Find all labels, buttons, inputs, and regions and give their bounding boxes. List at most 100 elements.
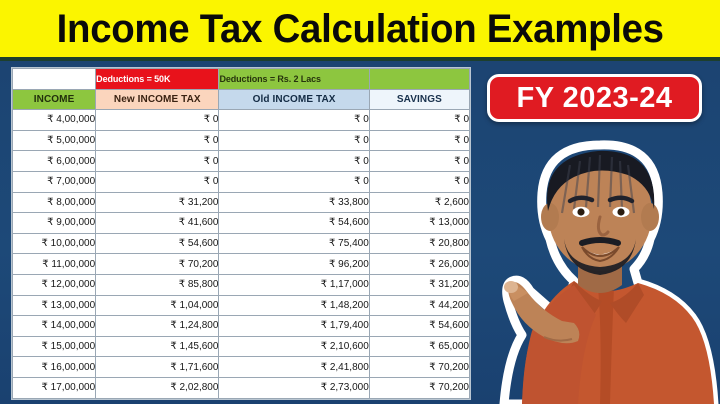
cell-savings: ₹ 0: [368, 170, 471, 193]
ear-left: [541, 203, 559, 231]
deductions-blank-cell: [11, 68, 97, 90]
deductions-new-regime-label: Deductions = 50K: [95, 68, 220, 90]
cell-old-tax: ₹ 1,79,400: [218, 315, 370, 337]
table-row: ₹ 4,00,000 ₹ 0 ₹ 0 ₹ 0: [11, 109, 471, 131]
table-row: ₹ 5,00,000 ₹ 0 ₹ 0 ₹ 0: [11, 129, 471, 152]
cell-old-tax: ₹ 0: [218, 129, 370, 152]
cell-income: ₹ 10,00,000: [11, 232, 97, 255]
page-title: Income Tax Calculation Examples: [56, 6, 664, 51]
hand: [508, 282, 580, 344]
presenter-illustration: [499, 140, 719, 404]
table-row: ₹ 15,00,000 ₹ 1,45,600 ₹ 2,10,600 ₹ 65,0…: [11, 335, 471, 358]
cell-income: ₹ 8,00,000: [11, 191, 97, 214]
cell-old-tax: ₹ 1,17,000: [218, 273, 370, 296]
cell-income: ₹ 7,00,000: [11, 170, 97, 193]
cell-new-tax: ₹ 0: [95, 129, 220, 152]
cell-new-tax: ₹ 41,600: [95, 212, 220, 234]
cell-new-tax: ₹ 54,600: [95, 232, 220, 255]
shirt-collar-right: [610, 283, 644, 323]
cell-income: ₹ 13,00,000: [11, 294, 97, 317]
deductions-old-regime-label: Deductions = Rs. 2 Lacs: [218, 68, 370, 90]
title-banner: Income Tax Calculation Examples: [0, 0, 720, 57]
cell-savings: ₹ 44,200: [368, 294, 471, 317]
arm-sleeve: [522, 285, 596, 404]
cell-income: ₹ 6,00,000: [11, 150, 97, 172]
cell-new-tax: ₹ 1,24,800: [95, 315, 220, 337]
beard: [564, 239, 636, 275]
table-row: ₹ 10,00,000 ₹ 54,600 ₹ 75,400 ₹ 20,800: [11, 232, 471, 255]
cell-income: ₹ 14,00,000: [11, 315, 97, 337]
deductions-savings-blank-cell: [368, 68, 471, 90]
cell-savings: ₹ 31,200: [368, 273, 471, 296]
cell-old-tax: ₹ 1,48,200: [218, 294, 370, 317]
cell-old-tax: ₹ 2,73,000: [218, 376, 370, 399]
table-row: ₹ 6,00,000 ₹ 0 ₹ 0 ₹ 0: [11, 150, 471, 172]
cell-savings: ₹ 20,800: [368, 232, 471, 255]
nose: [596, 215, 610, 237]
eyebrow-right: [607, 195, 635, 204]
table-row: ₹ 9,00,000 ₹ 41,600 ₹ 54,600 ₹ 13,000: [11, 212, 471, 234]
presenter-cutout: [478, 135, 720, 404]
cell-savings: ₹ 0: [368, 150, 471, 172]
cell-new-tax: ₹ 1,04,000: [95, 294, 220, 317]
table-row: ₹ 17,00,000 ₹ 2,02,800 ₹ 2,73,000 ₹ 70,2…: [11, 376, 471, 399]
cell-old-tax: ₹ 2,10,600: [218, 335, 370, 358]
mouth: [581, 246, 620, 263]
cell-income: ₹ 12,00,000: [11, 273, 97, 296]
face: [548, 155, 652, 271]
table-row: ₹ 12,00,000 ₹ 85,800 ₹ 1,17,000 ₹ 31,200: [11, 273, 471, 296]
cell-old-tax: ₹ 0: [218, 109, 370, 131]
fy-badge-label: FY 2023-24: [516, 81, 673, 114]
cell-new-tax: ₹ 1,45,600: [95, 335, 220, 358]
cell-new-tax: ₹ 70,200: [95, 253, 220, 275]
cell-new-tax: ₹ 0: [95, 170, 220, 193]
cell-income: ₹ 4,00,000: [11, 109, 97, 131]
cell-savings: ₹ 26,000: [368, 253, 471, 275]
cell-savings: ₹ 70,200: [368, 356, 471, 378]
cell-new-tax: ₹ 31,200: [95, 191, 220, 214]
ear-right: [641, 203, 659, 231]
moustache: [579, 237, 621, 246]
income-tax-table: Deductions = 50K Deductions = Rs. 2 Lacs…: [11, 68, 471, 399]
cell-old-tax: ₹ 0: [218, 170, 370, 193]
cell-new-tax: ₹ 2,02,800: [95, 376, 220, 399]
pupil-right: [617, 208, 625, 216]
cell-savings: ₹ 2,600: [368, 191, 471, 214]
cell-income: ₹ 15,00,000: [11, 335, 97, 358]
table-row: ₹ 8,00,000 ₹ 31,200 ₹ 33,800 ₹ 2,600: [11, 191, 471, 214]
cell-savings: ₹ 13,000: [368, 212, 471, 234]
cell-new-tax: ₹ 1,71,600: [95, 356, 220, 378]
banner-divider: [0, 57, 720, 61]
cell-income: ₹ 11,00,000: [11, 253, 97, 275]
cell-savings: ₹ 70,200: [368, 376, 471, 399]
cell-income: ₹ 9,00,000: [11, 212, 97, 234]
deductions-row: Deductions = 50K Deductions = Rs. 2 Lacs: [11, 68, 471, 90]
cell-savings: ₹ 0: [368, 109, 471, 131]
cell-old-tax: ₹ 54,600: [218, 212, 370, 234]
table-row: ₹ 11,00,000 ₹ 70,200 ₹ 96,200 ₹ 26,000: [11, 253, 471, 275]
cell-old-tax: ₹ 75,400: [218, 232, 370, 255]
column-header-savings: SAVINGS: [368, 88, 471, 111]
cell-new-tax: ₹ 0: [95, 150, 220, 172]
cell-savings: ₹ 65,000: [368, 335, 471, 358]
column-header-old-tax: Old INCOME TAX: [218, 88, 370, 111]
eyebrow-left: [567, 195, 595, 204]
column-header-row: INCOME New INCOME TAX Old INCOME TAX SAV…: [11, 88, 471, 111]
shirt-placket: [598, 287, 614, 404]
cell-savings: ₹ 0: [368, 129, 471, 152]
column-header-new-tax: New INCOME TAX: [95, 88, 220, 111]
fingertip: [504, 281, 518, 293]
cell-old-tax: ₹ 2,41,800: [218, 356, 370, 378]
cell-old-tax: ₹ 96,200: [218, 253, 370, 275]
pupil-left: [577, 208, 585, 216]
table-row: ₹ 14,00,000 ₹ 1,24,800 ₹ 1,79,400 ₹ 54,6…: [11, 315, 471, 337]
column-header-income: INCOME: [11, 88, 97, 111]
cell-savings: ₹ 54,600: [368, 315, 471, 337]
cell-new-tax: ₹ 85,800: [95, 273, 220, 296]
cell-new-tax: ₹ 0: [95, 109, 220, 131]
table-row: ₹ 16,00,000 ₹ 1,71,600 ₹ 2,41,800 ₹ 70,2…: [11, 356, 471, 378]
table-row: ₹ 7,00,000 ₹ 0 ₹ 0 ₹ 0: [11, 170, 471, 193]
cell-income: ₹ 5,00,000: [11, 129, 97, 152]
hair-texture: [560, 154, 636, 214]
